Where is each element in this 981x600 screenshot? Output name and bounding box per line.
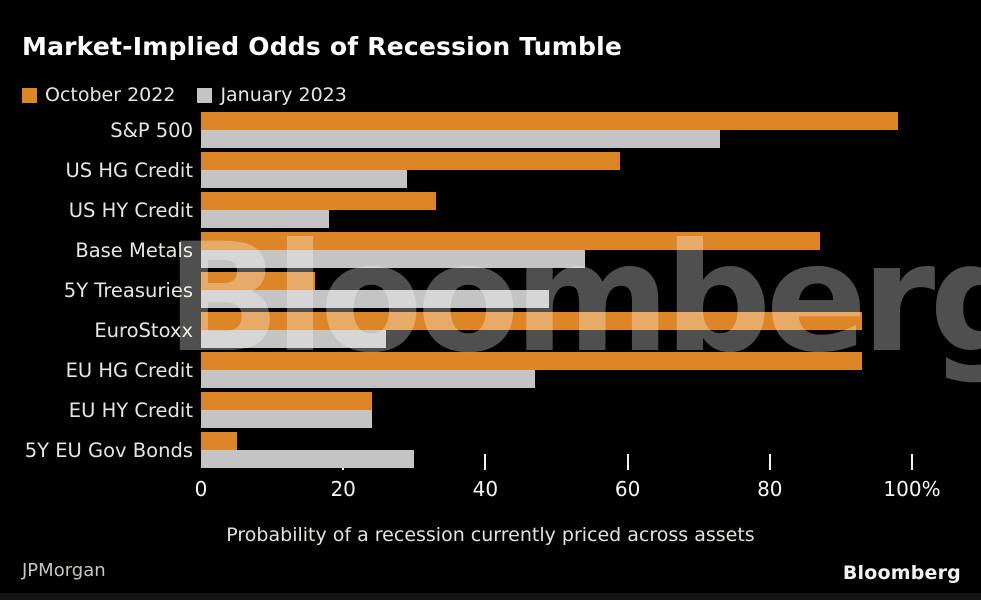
category-label: EU HY Credit [68, 399, 193, 422]
legend-swatch-january [197, 87, 213, 103]
category-label: 5Y Treasuries [63, 279, 193, 302]
bar-january-2023 [201, 250, 585, 268]
bar-october-2022 [201, 312, 863, 330]
category-label: Base Metals [75, 239, 193, 262]
x-axis-label: Probability of a recession currently pri… [226, 524, 755, 546]
axis-tick [626, 454, 629, 470]
bar-row [201, 151, 919, 191]
bar-october-2022 [201, 392, 372, 410]
category-label: EU HG Credit [65, 359, 193, 382]
bar-row [201, 191, 919, 231]
bar-row [201, 431, 919, 471]
bar-row [201, 391, 919, 431]
category-label: EuroStoxx [94, 319, 193, 342]
bar-january-2023 [201, 370, 536, 388]
category-label: S&P 500 [110, 119, 193, 142]
chart-title: Market-Implied Odds of Recession Tumble [22, 32, 622, 61]
bar-january-2023 [201, 450, 415, 468]
legend-label-january: January 2023 [220, 84, 347, 106]
legend-swatch-october [22, 87, 37, 103]
bar-january-2023 [201, 170, 408, 188]
axis-tick-label: 80 [757, 477, 783, 501]
axis-tick-label: 100% [883, 477, 941, 501]
axis-tick-label: 40 [472, 477, 499, 501]
bar-january-2023 [201, 210, 329, 228]
legend-label-october: October 2022 [45, 84, 176, 106]
bloomberg-logo: Bloomberg [842, 562, 961, 584]
bar-october-2022 [201, 352, 863, 370]
axis-tick [484, 454, 487, 470]
bar-january-2023 [201, 290, 550, 308]
bar-october-2022 [201, 112, 898, 130]
bar-october-2022 [201, 192, 436, 210]
legend-item-january: January 2023 [197, 84, 347, 106]
category-labels: S&P 500 US HG Credit US HY Credit Base Meta… [0, 111, 193, 471]
axis-tick-label: 20 [330, 477, 356, 501]
bar-october-2022 [201, 232, 820, 250]
bar-january-2023 [201, 330, 386, 348]
category-label: US HY Credit [68, 199, 193, 222]
axis-tick-label: 60 [614, 477, 641, 501]
bar-october-2022 [201, 152, 621, 170]
category-label: 5Y EU Gov Bonds [24, 439, 193, 462]
source-text: JPMorgan [22, 560, 106, 581]
bar-row [201, 311, 919, 351]
bar-row [201, 271, 919, 311]
bar-row [201, 111, 919, 151]
bar-january-2023 [201, 410, 372, 428]
axis-tick-label: 0 [194, 477, 208, 501]
bar-october-2022 [201, 432, 237, 450]
bottom-strip [0, 593, 981, 600]
plot-area: 0 20 40 60 80 100% [195, 111, 941, 501]
category-label: US HG Credit [65, 159, 193, 182]
legend: October 2022 January 2023 [22, 84, 347, 106]
bar-october-2022 [201, 272, 315, 290]
bar-row [201, 351, 919, 391]
axis-tick [911, 454, 913, 470]
legend-item-october: October 2022 [22, 84, 175, 106]
axis-tick [768, 454, 771, 470]
bar-row [201, 231, 919, 271]
bar-january-2023 [201, 130, 721, 148]
